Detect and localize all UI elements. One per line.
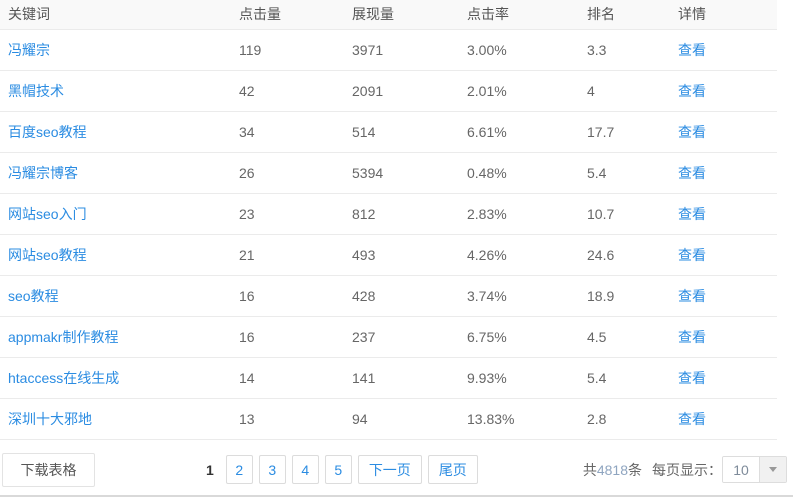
table-row: 深圳十大邪地 13 94 13.83% 2.8 查看 <box>0 398 777 440</box>
table-row: 冯耀宗博客 26 5394 0.48% 5.4 查看 <box>0 152 777 194</box>
table-row: 网站seo教程 21 493 4.26% 24.6 查看 <box>0 234 777 276</box>
keyword-link[interactable]: 网站seo入门 <box>8 205 87 222</box>
pagination-last-button[interactable]: 尾页 <box>427 455 478 484</box>
keyword-link[interactable]: 冯耀宗博客 <box>8 164 78 181</box>
pagination-next-button[interactable]: 下一页 <box>357 455 422 484</box>
column-header-clicks: 点击量 <box>239 0 352 30</box>
detail-view-link[interactable]: 查看 <box>678 205 706 222</box>
detail-view-link[interactable]: 查看 <box>678 369 706 386</box>
clicks-cell: 119 <box>239 29 352 71</box>
ctr-cell: 0.48% <box>467 152 587 194</box>
column-header-detail: 详情 <box>678 0 777 30</box>
keyword-link[interactable]: 网站seo教程 <box>8 246 87 263</box>
detail-view-link[interactable]: 查看 <box>678 328 706 345</box>
column-header-impressions: 展现量 <box>352 0 467 30</box>
keyword-link[interactable]: 冯耀宗 <box>8 41 50 58</box>
ctr-cell: 3.74% <box>467 275 587 317</box>
clicks-cell: 26 <box>239 152 352 194</box>
rank-cell: 4.5 <box>587 316 678 358</box>
column-header-rank: 排名 <box>587 0 678 30</box>
clicks-cell: 13 <box>239 398 352 440</box>
detail-view-link[interactable]: 查看 <box>678 164 706 181</box>
detail-view-link[interactable]: 查看 <box>678 82 706 99</box>
rank-cell: 18.9 <box>587 275 678 317</box>
pagination-page-4[interactable]: 4 <box>291 455 319 484</box>
keyword-link[interactable]: 深圳十大邪地 <box>8 410 92 427</box>
total-count-text: 共4818条 <box>583 460 642 480</box>
detail-view-link[interactable]: 查看 <box>678 41 706 58</box>
table-row: htaccess在线生成 14 141 9.93% 5.4 查看 <box>0 357 777 399</box>
pagination-page-3[interactable]: 3 <box>258 455 286 484</box>
clicks-cell: 16 <box>239 316 352 358</box>
clicks-cell: 23 <box>239 193 352 235</box>
keyword-stats-table: 关键词 点击量 展现量 点击率 排名 详情 冯耀宗 119 3971 3.00%… <box>0 0 777 440</box>
page-info: 共4818条 每页显示： 10 <box>583 456 793 483</box>
total-prefix: 共 <box>582 461 597 478</box>
table-header-row: 关键词 点击量 展现量 点击率 排名 详情 <box>0 0 777 30</box>
rank-cell: 17.7 <box>587 111 678 153</box>
table-row: 百度seo教程 34 514 6.61% 17.7 查看 <box>0 111 777 153</box>
pagination-page-5[interactable]: 5 <box>324 455 352 484</box>
impressions-cell: 514 <box>352 111 467 153</box>
rank-cell: 24.6 <box>587 234 678 276</box>
keyword-link[interactable]: seo教程 <box>8 287 59 304</box>
keyword-link[interactable]: 百度seo教程 <box>8 123 87 140</box>
rank-cell: 4 <box>587 70 678 112</box>
total-suffix: 条 <box>628 461 642 478</box>
impressions-cell: 428 <box>352 275 467 317</box>
column-header-keyword: 关键词 <box>0 0 239 30</box>
total-count-number: 4818 <box>596 461 628 478</box>
ctr-cell: 2.01% <box>467 70 587 112</box>
impressions-cell: 94 <box>352 398 467 440</box>
impressions-cell: 812 <box>352 193 467 235</box>
table-row: 网站seo入门 23 812 2.83% 10.7 查看 <box>0 193 777 235</box>
ctr-cell: 9.93% <box>467 357 587 399</box>
page-size-select[interactable]: 10 <box>722 456 787 483</box>
ctr-cell: 3.00% <box>467 29 587 71</box>
page-size-value: 10 <box>723 457 759 482</box>
table-row: seo教程 16 428 3.74% 18.9 查看 <box>0 275 777 317</box>
pagination: 1 2 3 4 5 下一页 尾页 <box>95 455 583 484</box>
impressions-cell: 3971 <box>352 29 467 71</box>
clicks-cell: 14 <box>239 357 352 399</box>
detail-view-link[interactable]: 查看 <box>678 287 706 304</box>
rank-cell: 5.4 <box>587 152 678 194</box>
table-footer: 下载表格 1 2 3 4 5 下一页 尾页 共4818条 每页显示： 10 <box>0 452 793 487</box>
ctr-cell: 2.83% <box>467 193 587 235</box>
ctr-cell: 13.83% <box>467 398 587 440</box>
rank-cell: 3.3 <box>587 29 678 71</box>
ctr-cell: 4.26% <box>467 234 587 276</box>
rank-cell: 5.4 <box>587 357 678 399</box>
impressions-cell: 141 <box>352 357 467 399</box>
table-row: 冯耀宗 119 3971 3.00% 3.3 查看 <box>0 29 777 71</box>
keyword-link[interactable]: appmakr制作教程 <box>8 328 119 345</box>
detail-view-link[interactable]: 查看 <box>678 410 706 427</box>
pagination-current-page: 1 <box>206 461 214 478</box>
clicks-cell: 42 <box>239 70 352 112</box>
table-row: appmakr制作教程 16 237 6.75% 4.5 查看 <box>0 316 777 358</box>
impressions-cell: 2091 <box>352 70 467 112</box>
detail-view-link[interactable]: 查看 <box>678 123 706 140</box>
ctr-cell: 6.75% <box>467 316 587 358</box>
clicks-cell: 21 <box>239 234 352 276</box>
bottom-divider <box>0 495 793 497</box>
table-row: 黑帽技术 42 2091 2.01% 4 查看 <box>0 70 777 112</box>
rank-cell: 10.7 <box>587 193 678 235</box>
clicks-cell: 34 <box>239 111 352 153</box>
ctr-cell: 6.61% <box>467 111 587 153</box>
pagination-page-2[interactable]: 2 <box>225 455 253 484</box>
chevron-down-icon <box>759 457 786 482</box>
keyword-link[interactable]: 黑帽技术 <box>8 82 64 99</box>
detail-view-link[interactable]: 查看 <box>678 246 706 263</box>
download-table-button[interactable]: 下载表格 <box>2 452 95 487</box>
clicks-cell: 16 <box>239 275 352 317</box>
rank-cell: 2.8 <box>587 398 678 440</box>
impressions-cell: 5394 <box>352 152 467 194</box>
impressions-cell: 493 <box>352 234 467 276</box>
impressions-cell: 237 <box>352 316 467 358</box>
keyword-link[interactable]: htaccess在线生成 <box>8 369 120 386</box>
column-header-ctr: 点击率 <box>467 0 587 30</box>
page-size-label: 每页显示： <box>652 461 722 478</box>
